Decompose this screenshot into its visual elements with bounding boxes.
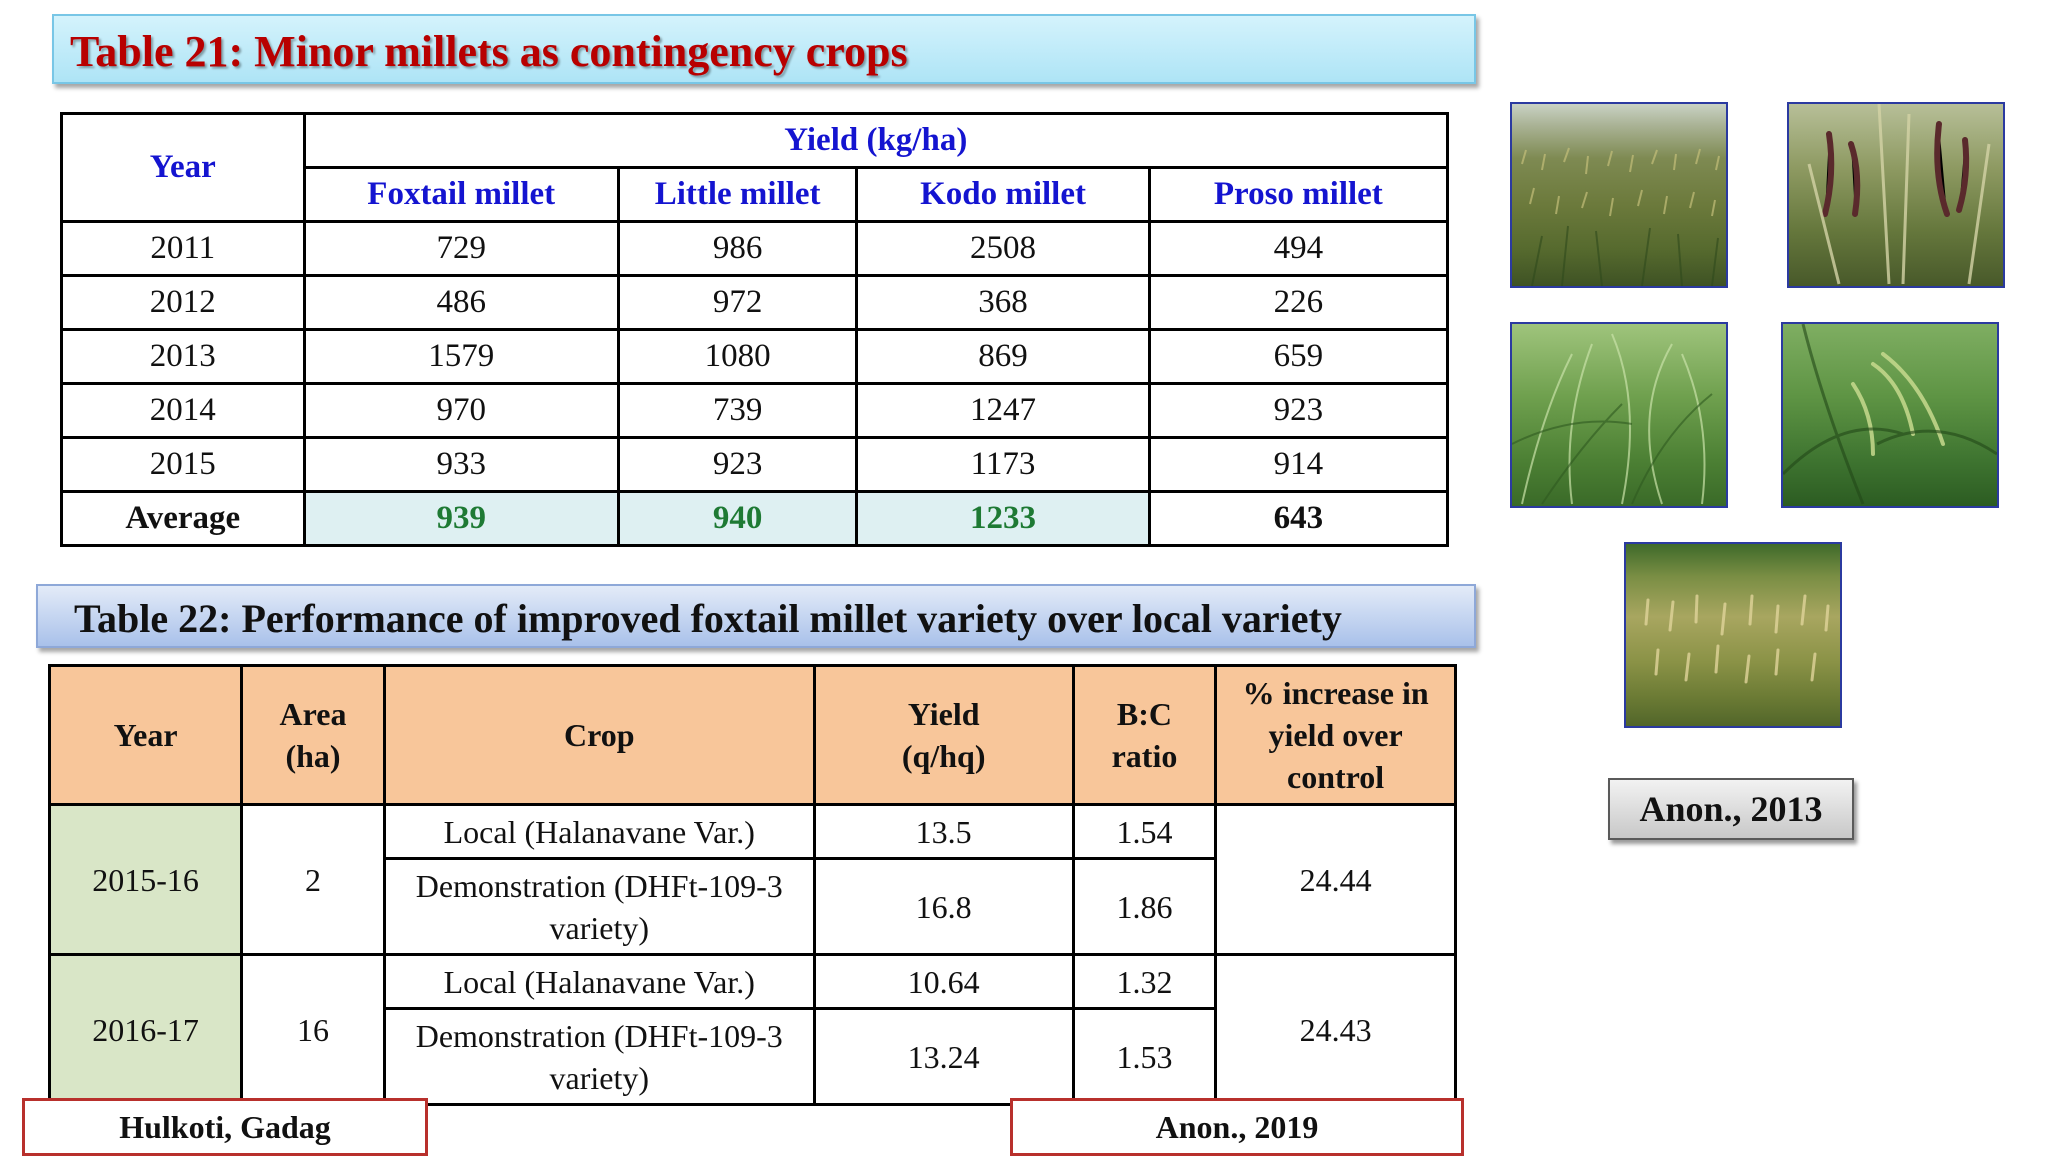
yield-header: Yield (q/hq) <box>812 664 1075 806</box>
value-cell: 970 <box>302 382 620 439</box>
value-cell: 659 <box>1147 328 1450 385</box>
crop-cell: Demonstration (DHFt-109-3 variety) <box>382 857 816 956</box>
value-cell: 933 <box>302 436 620 493</box>
table-row: 2012 486 972 368 226 <box>60 274 1450 331</box>
increase-cell: 24.43 <box>1214 953 1457 1106</box>
average-value: 939 <box>302 490 620 547</box>
mature-millet-field-photo <box>1624 542 1842 728</box>
value-cell: 226 <box>1147 274 1450 331</box>
millet-field-photo <box>1510 102 1728 288</box>
yield-cell: 10.64 <box>812 953 1075 1010</box>
table-row: Demonstration (DHFt-109-3 variety) 13.24… <box>50 1007 1456 1106</box>
average-label: Average <box>60 490 306 547</box>
year-cell: 2014 <box>60 382 306 439</box>
green-millet-crop-photo <box>1510 322 1728 508</box>
area-header: Area (ha) <box>240 664 386 806</box>
table22-title: Table 22: Performance of improved foxtai… <box>74 596 1342 641</box>
table21-title-banner: Table 21: Minor millets as contingency c… <box>52 14 1476 84</box>
year-cell: 2011 <box>60 220 306 277</box>
average-value: 1233 <box>855 490 1151 547</box>
yield-cell: 16.8 <box>812 857 1075 956</box>
table-row: Demonstration (DHFt-109-3 variety) 16.8 … <box>50 857 1456 956</box>
average-row: Average 939 940 1233 643 <box>60 490 1450 547</box>
value-cell: 368 <box>855 274 1151 331</box>
value-cell: 923 <box>616 436 859 493</box>
value-cell: 923 <box>1147 382 1450 439</box>
value-cell: 739 <box>616 382 859 439</box>
table-row: 2013 1579 1080 869 659 <box>60 328 1450 385</box>
area-cell: 16 <box>240 953 386 1106</box>
column-header: Little millet <box>616 166 859 223</box>
year-header: Year <box>47 664 244 806</box>
bc-ratio-cell: 1.54 <box>1071 803 1218 860</box>
photos-source-label: Anon., 2013 <box>1608 778 1854 840</box>
season-cell: 2016-17 <box>47 953 244 1106</box>
table-row: 2014 970 739 1247 923 <box>60 382 1450 439</box>
millet-earheads-photo <box>1781 322 1999 508</box>
table22-title-banner: Table 22: Performance of improved foxtai… <box>36 584 1476 648</box>
table-row: 2015 933 923 1173 914 <box>60 436 1450 493</box>
table21-title: Table 21: Minor millets as contingency c… <box>70 27 908 76</box>
yield-cell: 13.24 <box>812 1007 1075 1106</box>
value-cell: 869 <box>855 328 1151 385</box>
location-label: Hulkoti, Gadag <box>22 1098 428 1156</box>
value-cell: 729 <box>302 220 620 277</box>
table-source-label: Anon., 2019 <box>1010 1098 1464 1156</box>
column-header: Foxtail millet <box>302 166 620 223</box>
value-cell: 972 <box>616 274 859 331</box>
season-cell: 2015-16 <box>47 803 244 956</box>
year-cell: 2013 <box>60 328 306 385</box>
increase-cell: 24.44 <box>1214 803 1457 956</box>
bc-ratio-cell: 1.86 <box>1071 857 1218 956</box>
average-value: 940 <box>616 490 859 547</box>
table-row: 2015-16 2 Local (Halanavane Var.) 13.5 1… <box>47 803 1457 956</box>
value-cell: 2508 <box>855 220 1151 277</box>
increase-header: % increase in yield over control <box>1214 664 1457 806</box>
yield-cell: 13.5 <box>812 803 1075 860</box>
value-cell: 986 <box>616 220 859 277</box>
year-cell: 2012 <box>60 274 306 331</box>
year-header: Year <box>60 112 306 223</box>
crop-cell: Local (Halanavane Var.) <box>382 803 816 860</box>
table-row: 2011 729 986 2508 494 <box>60 220 1450 277</box>
table22-header-row: Year Area (ha) Crop Yield (q/hq) B:C rat… <box>47 664 1457 806</box>
column-header: Proso millet <box>1147 166 1450 223</box>
value-cell: 1247 <box>855 382 1151 439</box>
bc-ratio-cell: 1.32 <box>1071 953 1218 1010</box>
value-cell: 486 <box>302 274 620 331</box>
area-cell: 2 <box>240 803 386 956</box>
column-header: Kodo millet <box>855 166 1151 223</box>
value-cell: 914 <box>1147 436 1450 493</box>
table22: Year Area (ha) Crop Yield (q/hq) B:C rat… <box>47 664 1457 1106</box>
bc-ratio-header: B:C ratio <box>1071 664 1218 806</box>
table21: Year Yield (kg/ha) Foxtail millet Little… <box>60 112 1450 547</box>
crop-header: Crop <box>382 664 816 806</box>
value-cell: 1579 <box>302 328 620 385</box>
year-cell: 2015 <box>60 436 306 493</box>
value-cell: 1173 <box>855 436 1151 493</box>
value-cell: 494 <box>1147 220 1450 277</box>
bc-ratio-cell: 1.53 <box>1071 1007 1218 1106</box>
crop-cell: Demonstration (DHFt-109-3 variety) <box>382 1007 816 1106</box>
yield-header: Yield (kg/ha) <box>302 112 1450 169</box>
millet-panicles-photo <box>1787 102 2005 288</box>
value-cell: 1080 <box>616 328 859 385</box>
table-row: 2016-17 16 Local (Halanavane Var.) 10.64… <box>47 953 1457 1106</box>
crop-cell: Local (Halanavane Var.) <box>382 953 816 1010</box>
average-value: 643 <box>1147 490 1450 547</box>
